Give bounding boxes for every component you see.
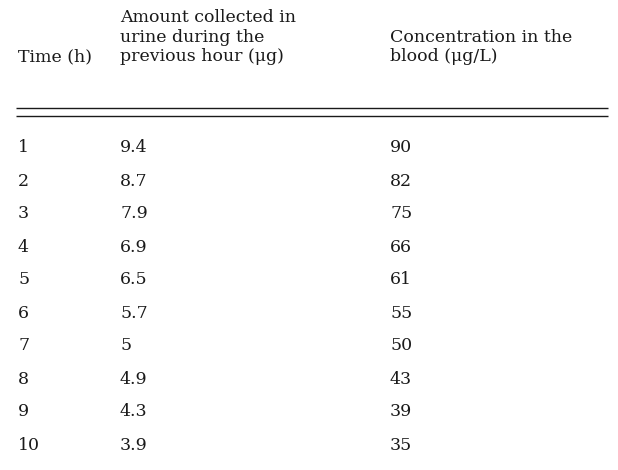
Text: previous hour (μg): previous hour (μg) [120, 48, 284, 65]
Text: 6.9: 6.9 [120, 238, 148, 256]
Text: 82: 82 [390, 172, 412, 189]
Text: 90: 90 [390, 140, 412, 157]
Text: 7.9: 7.9 [120, 205, 148, 222]
Text: 6: 6 [18, 305, 29, 321]
Text: 4.9: 4.9 [120, 370, 148, 387]
Text: 3.9: 3.9 [120, 437, 148, 454]
Text: 4.3: 4.3 [120, 404, 148, 421]
Text: 10: 10 [18, 437, 40, 454]
Text: 66: 66 [390, 238, 412, 256]
Text: 5: 5 [120, 337, 131, 354]
Text: 1: 1 [18, 140, 29, 157]
Text: Concentration in the: Concentration in the [390, 29, 572, 46]
Text: 5: 5 [18, 272, 29, 289]
Text: 50: 50 [390, 337, 412, 354]
Text: 8: 8 [18, 370, 29, 387]
Text: 3: 3 [18, 205, 29, 222]
Text: 35: 35 [390, 437, 412, 454]
Text: urine during the: urine during the [120, 29, 265, 46]
Text: Amount collected in: Amount collected in [120, 9, 296, 26]
Text: 9: 9 [18, 404, 29, 421]
Text: 9.4: 9.4 [120, 140, 148, 157]
Text: 75: 75 [390, 205, 412, 222]
Text: 43: 43 [390, 370, 412, 387]
Text: 4: 4 [18, 238, 29, 256]
Text: 61: 61 [390, 272, 412, 289]
Text: 2: 2 [18, 172, 29, 189]
Text: 6.5: 6.5 [120, 272, 148, 289]
Text: 55: 55 [390, 305, 412, 321]
Text: 8.7: 8.7 [120, 172, 148, 189]
Text: 7: 7 [18, 337, 29, 354]
Text: 39: 39 [390, 404, 412, 421]
Text: Time (h): Time (h) [18, 48, 92, 65]
Text: 5.7: 5.7 [120, 305, 148, 321]
Text: blood (μg/L): blood (μg/L) [390, 48, 497, 65]
